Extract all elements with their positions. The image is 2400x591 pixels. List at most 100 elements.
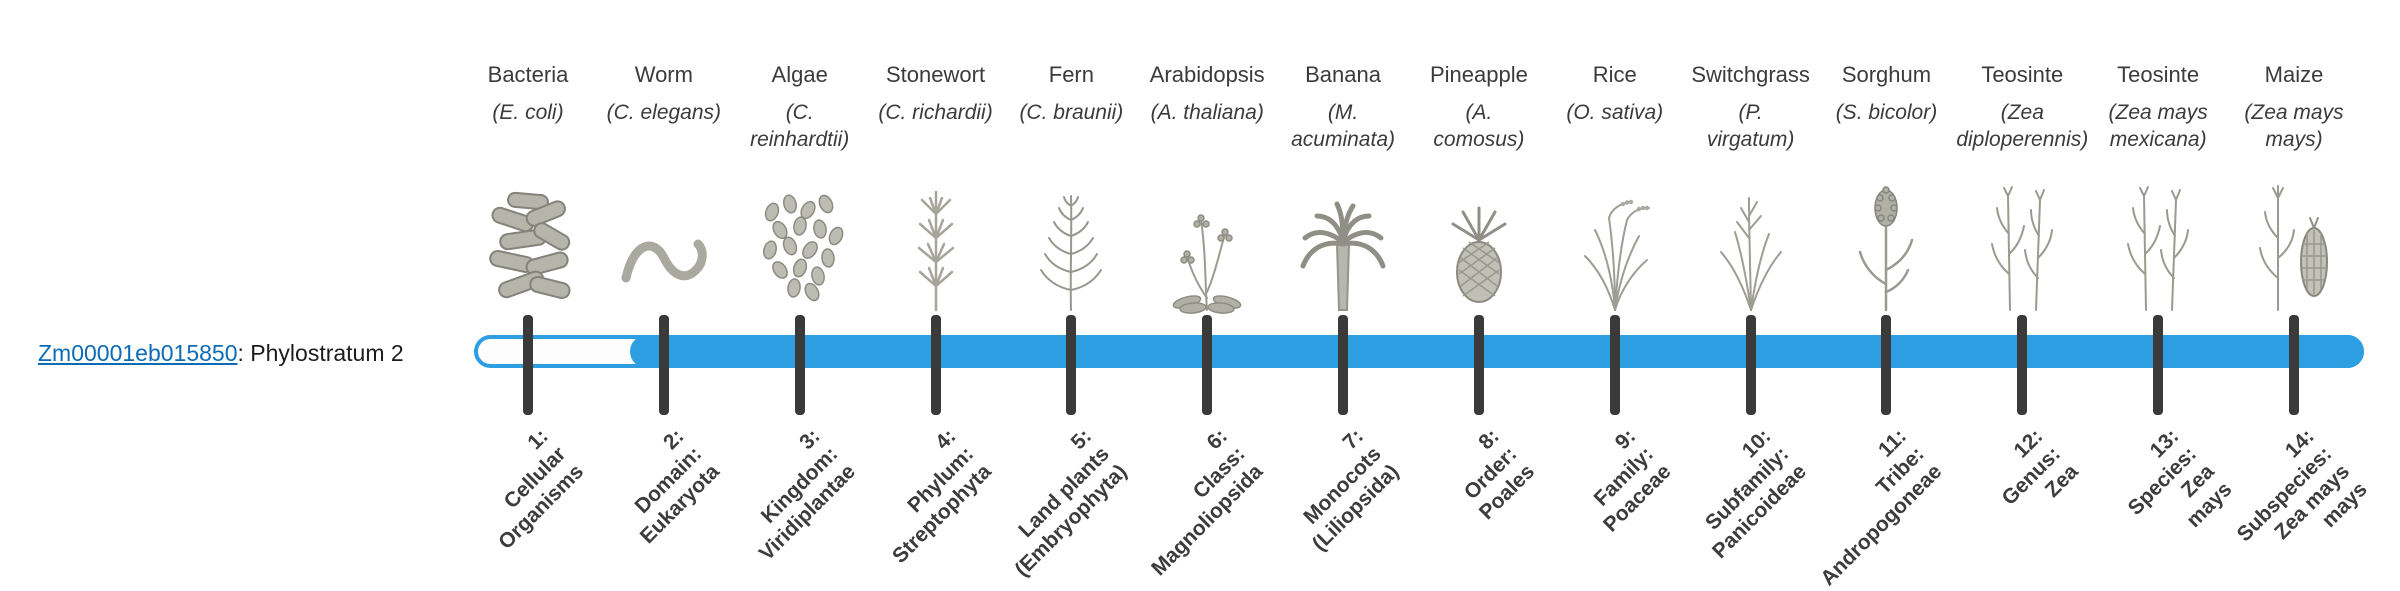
organism-common-name: Sorghum xyxy=(1841,62,1932,87)
scientific-name-line: (C. braunii) xyxy=(1019,101,1124,124)
organism-common-name: Switchgrass xyxy=(1691,62,1810,87)
scientific-name-line: mays) xyxy=(2265,128,2323,151)
stratum-tick xyxy=(1745,315,1756,415)
stratum-tick xyxy=(2289,315,2299,415)
scientific-name-line: (P. xyxy=(1738,101,1763,124)
worm-icon xyxy=(579,172,749,314)
organism-scientific-name: (C. braunii) xyxy=(986,99,1156,126)
scientific-name-line: (M. xyxy=(1327,101,1359,124)
organism-common-name: Maize xyxy=(2264,62,2324,87)
algae-icon xyxy=(715,172,885,314)
scientific-name-line: (C. xyxy=(785,101,814,124)
stratum-tick xyxy=(1609,315,1620,415)
organism-column: Maize (Zea mays mays) 14: Subspecies: Zea may… xyxy=(2209,0,2379,580)
scientific-name-line: (C. richardii) xyxy=(878,101,993,124)
organism-common-name: Fern xyxy=(1048,62,1094,87)
organism-column: Rice (O. sativa) 9: Family: Poaceae xyxy=(1530,0,1700,580)
organism-common-name: Stonewort xyxy=(886,62,986,87)
organism-scientific-name: (Zea mays mexicana) xyxy=(2073,99,2243,153)
organism-common-name: Arabidopsis xyxy=(1149,62,1265,87)
organism-column: Arabidopsis (A. thaliana) 6: Class: Magnolio… xyxy=(1122,0,1292,580)
organism-scientific-name: (M. acuminata) xyxy=(1258,99,1428,153)
stratum-label: 14: Subspecies: Zea mays mays xyxy=(2215,424,2373,582)
stratum-tick xyxy=(1202,315,1213,415)
scientific-name-line: virgatum) xyxy=(1706,128,1795,151)
scientific-name-line: (E. coli) xyxy=(492,101,564,124)
organism-common-name: Teosinte xyxy=(2117,62,2200,87)
organism-scientific-name: (P. virgatum) xyxy=(1666,99,1836,153)
stratum-label: 8: Order: Poales xyxy=(1439,424,1540,525)
organism-column: Worm (C. elegans) 2: Domain: Eukaryota xyxy=(579,0,749,580)
scientific-name-line: (O. sativa) xyxy=(1566,101,1664,124)
scientific-name-line: (Zea xyxy=(2000,101,2044,124)
stratum-tick xyxy=(1881,315,1892,415)
organism-column: Pineapple (A. comosus) 8: Order: Poales xyxy=(1394,0,1564,580)
organism-scientific-name: (E. coli) xyxy=(443,99,613,126)
stratum-tick xyxy=(1473,315,1484,415)
scientific-name-line: reinhardtii) xyxy=(750,128,850,151)
organism-common-name: Worm xyxy=(634,62,693,87)
gene-id-link[interactable]: Zm00001eb015850 xyxy=(38,340,238,366)
organism-column: Switchgrass (P. virgatum) 10: Subfamily: Pani… xyxy=(1666,0,1836,580)
organism-common-name: Teosinte xyxy=(1981,62,2064,87)
organism-scientific-name: (Zea mays mays) xyxy=(2209,99,2379,153)
organism-column: Sorghum (S. bicolor) 11: Tribe: Andropogonea… xyxy=(1801,0,1971,590)
scientific-name-line: diploperennis) xyxy=(1956,128,2089,151)
stratum-label: 2: Domain: Eukaryota xyxy=(600,424,725,549)
scientific-name-line: (Zea mays xyxy=(2244,101,2344,124)
phylostratum-bar-fill xyxy=(630,335,2364,368)
organism-column: Teosinte (Zea mays mexicana) 13: Species: Zea… xyxy=(2073,0,2243,580)
bacteria-icon xyxy=(443,172,613,314)
switchgrass-icon xyxy=(1666,172,1836,314)
scientific-name-line: (C. elegans) xyxy=(606,101,722,124)
organism-column: Algae (C. reinhardtii) 3: Kingdom: Viridiplan… xyxy=(715,0,885,580)
stratum-label: 3: Kingdom: Viridiplantae xyxy=(719,424,861,566)
stonewort-icon xyxy=(851,172,1021,314)
stratum-label: 6: Class: Magnoliopsida xyxy=(1111,424,1268,581)
arabidopsis-icon xyxy=(1122,172,1292,314)
scientific-name-line: (A. xyxy=(1465,101,1493,124)
stratum-tick xyxy=(794,315,805,415)
organism-column: Banana (M. acuminata) 7: Monocots (Liliopsida… xyxy=(1258,0,1428,580)
organism-common-name: Banana xyxy=(1305,62,1381,87)
organism-scientific-name: (A. comosus) xyxy=(1394,99,1564,153)
organism-column: Bacteria (E. coli) 1: Cellular Organisms xyxy=(443,0,613,580)
stratum-label: 12: Genus: Zea xyxy=(1979,424,2083,528)
scientific-name-line: mexicana) xyxy=(2109,128,2207,151)
organism-column: Fern (C. braunii) 5: Land plants (Embryophyt… xyxy=(986,0,1156,581)
stratum-label: 5: Land plants (Embryophyta) xyxy=(975,424,1133,582)
organism-scientific-name: (C. elegans) xyxy=(579,99,749,126)
stratum-label: 7: Monocots (Liliopsida) xyxy=(1272,424,1404,556)
organism-scientific-name: (A. thaliana) xyxy=(1122,99,1292,126)
stratum-label: 9: Family: Poaceae xyxy=(1562,424,1675,537)
organism-scientific-name: (C. richardii) xyxy=(851,99,1021,126)
stratum-tick xyxy=(2153,315,2164,415)
organism-scientific-name: (C. reinhardtii) xyxy=(715,99,885,153)
stratum-tick xyxy=(2017,315,2028,415)
scientific-name-line: (A. thaliana) xyxy=(1150,101,1264,124)
fern-icon xyxy=(986,172,1156,314)
organism-common-name: Rice xyxy=(1592,62,1637,87)
organism-common-name: Bacteria xyxy=(487,62,569,87)
stratum-tick xyxy=(1066,315,1077,415)
rice-icon xyxy=(1530,172,1700,314)
stratum-tick xyxy=(930,315,941,415)
organism-scientific-name: (Zea diploperennis) xyxy=(1937,99,2107,153)
organism-common-name: Algae xyxy=(771,62,828,87)
scientific-name-line: (S. bicolor) xyxy=(1835,101,1938,124)
scientific-name-line: comosus) xyxy=(1433,128,1525,151)
gene-label: Zm00001eb015850: Phylostratum 2 xyxy=(38,340,404,367)
pineapple-icon xyxy=(1394,172,1564,314)
scientific-name-line: (Zea mays xyxy=(2108,101,2208,124)
organism-column: Teosinte (Zea diploperennis) 12: Genus: Zea xyxy=(1937,0,2107,580)
gene-phylostratum-text: : Phylostratum 2 xyxy=(237,340,404,366)
scientific-name-line: acuminata) xyxy=(1291,128,1395,151)
sorghum-icon xyxy=(1801,172,1971,314)
teosinte-icon xyxy=(1937,172,2107,314)
stratum-label: 1: Cellular Organisms xyxy=(458,424,589,555)
banana-icon xyxy=(1258,172,1428,314)
organism-scientific-name: (O. sativa) xyxy=(1530,99,1700,126)
organism-common-name: Pineapple xyxy=(1429,62,1528,87)
organism-column: Stonewort (C. richardii) 4: Phylum: Streptop… xyxy=(851,0,1021,580)
